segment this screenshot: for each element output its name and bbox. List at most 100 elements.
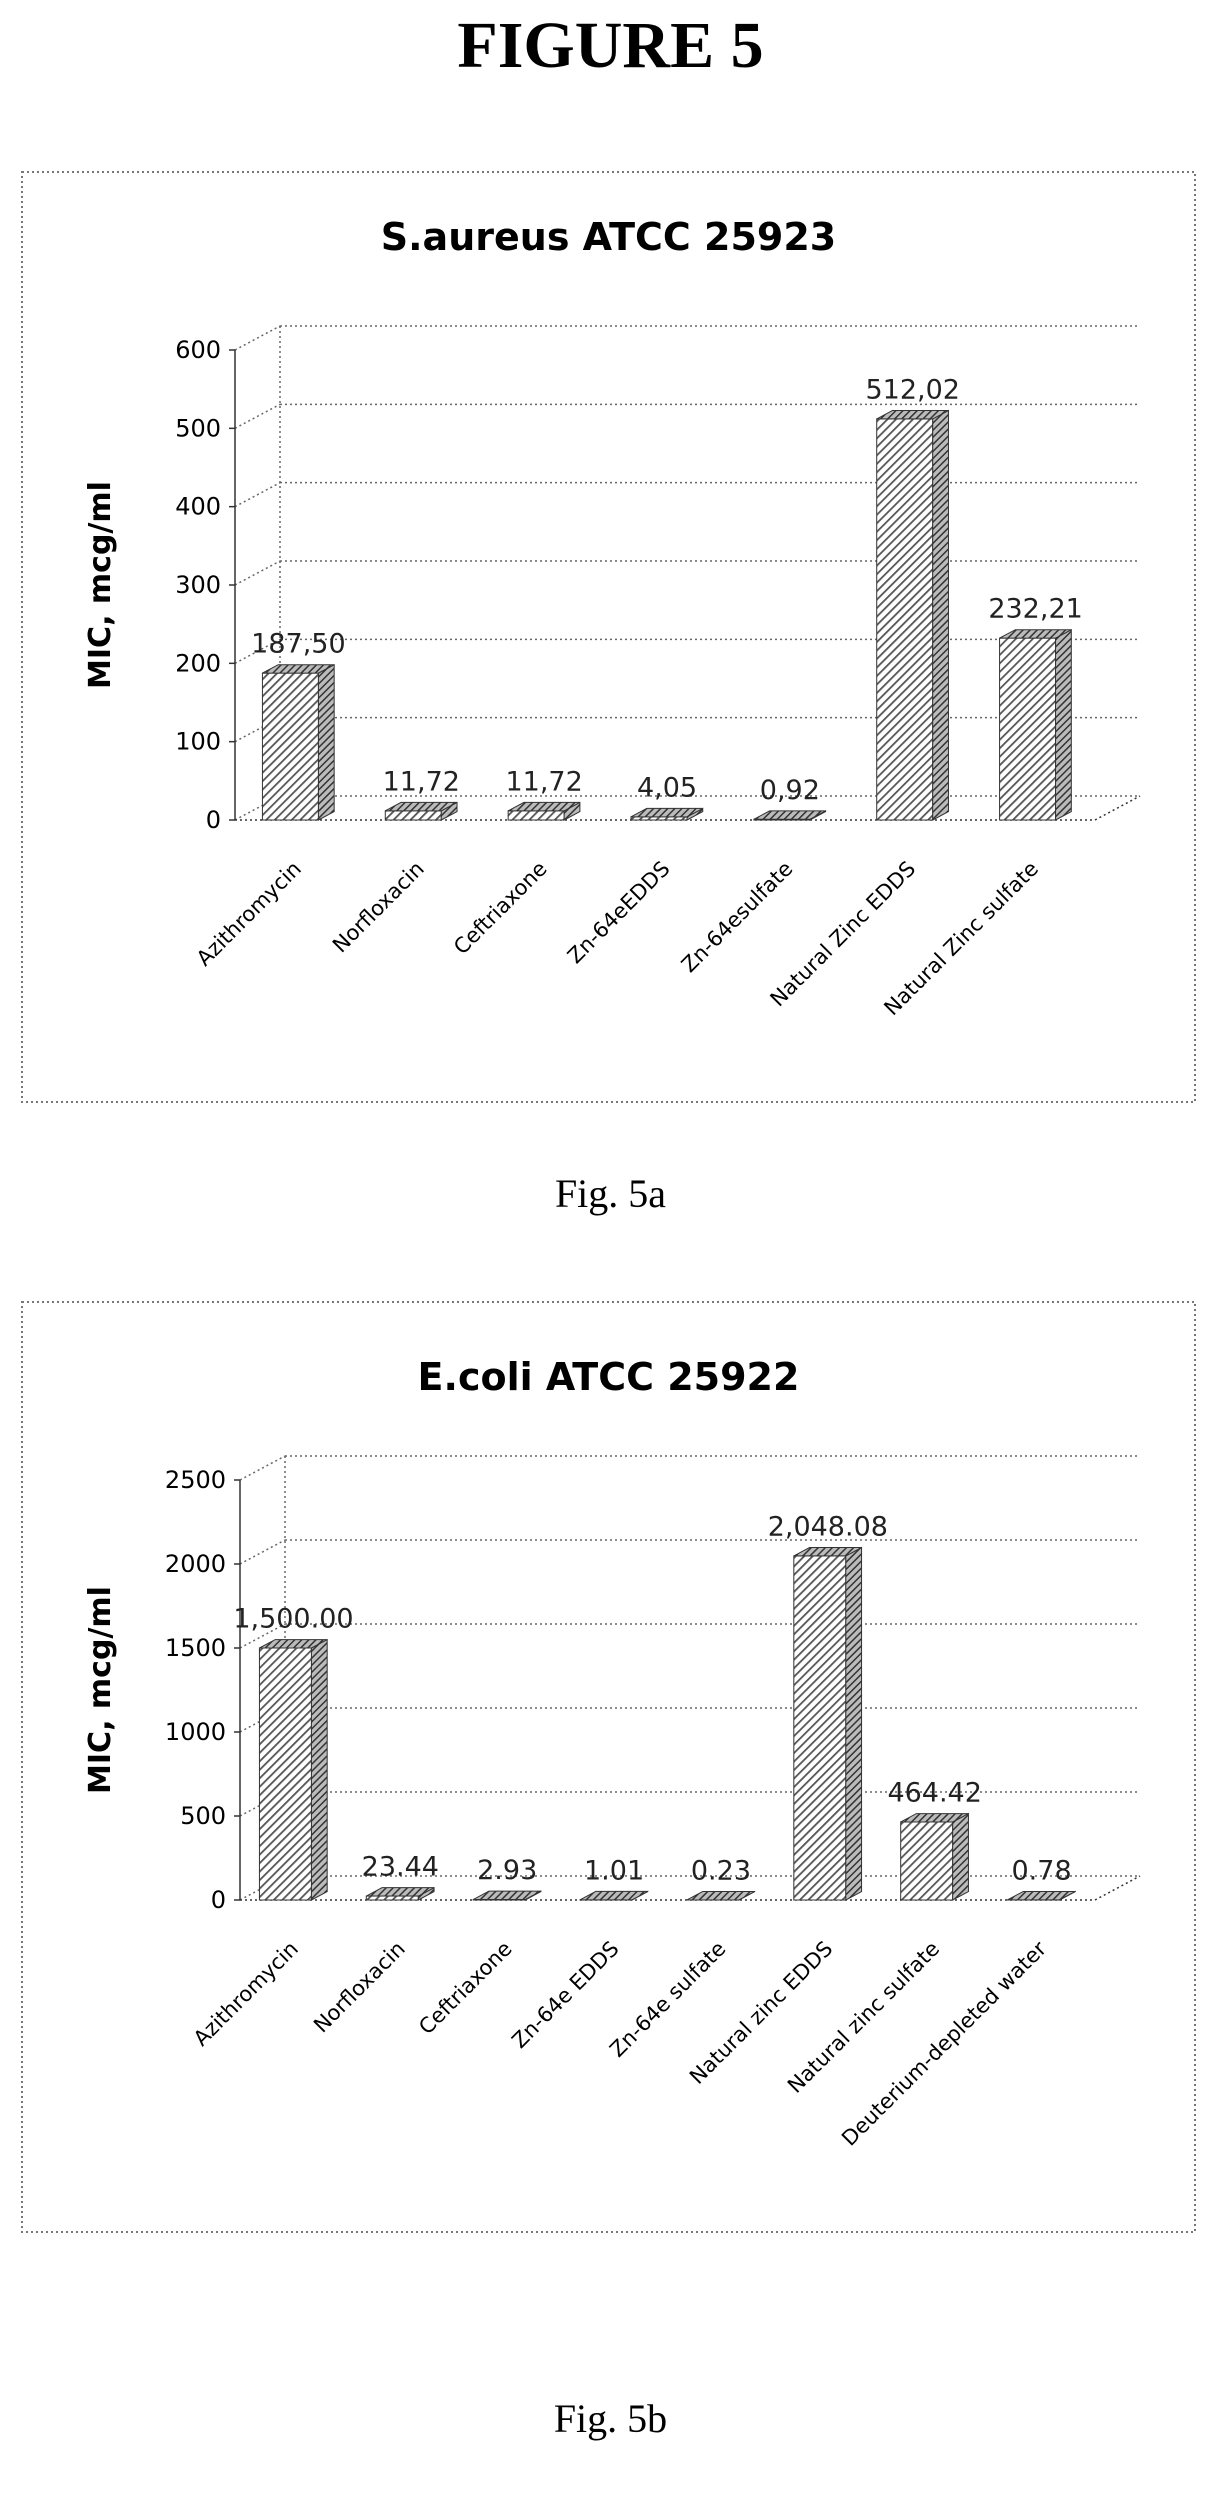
bar-top [999, 629, 1072, 639]
x-tick-label: Norfloxacin [328, 857, 429, 958]
x-tick-label: Ceftriaxone [414, 1937, 517, 2040]
data-label: 464.42 [887, 1778, 981, 1809]
bar-top [259, 1639, 328, 1649]
y-tick-label: 2500 [165, 1466, 226, 1494]
x-axis-depth [1094, 1875, 1141, 1901]
data-label: 2.93 [477, 1855, 537, 1886]
bar-top [1007, 1890, 1076, 1901]
bar-3 [507, 801, 581, 821]
bar-front [258, 1647, 312, 1901]
bar-top [686, 1891, 755, 1901]
bar-3 [472, 1890, 542, 1901]
y-tick-label: 400 [175, 493, 221, 521]
bar-5 [686, 1890, 756, 1901]
x-tick-label: Zn-64e EDDS [507, 1937, 623, 2053]
x-tick-label: Azithromycin [189, 1937, 303, 2051]
x-tick-label: Zn-64e sulfate [605, 1937, 730, 2062]
data-label: 0.78 [1012, 1855, 1072, 1886]
data-label: 23.44 [362, 1852, 439, 1883]
bar-8 [1007, 1890, 1076, 1901]
bar-front [876, 418, 934, 821]
grid-depth-line [234, 403, 281, 429]
bar-front [999, 637, 1057, 821]
bar-top [876, 410, 949, 420]
bar-side [317, 663, 335, 821]
x-tick-label: Deuterium-depleted water [837, 1936, 1051, 2150]
bar-front [261, 672, 319, 821]
bar-top [262, 664, 335, 674]
grid-depth-line [234, 325, 281, 351]
bar-7 [999, 628, 1072, 821]
bar-top [507, 801, 581, 812]
grid-depth-line [239, 1455, 286, 1481]
bar-side [310, 1638, 328, 1901]
bar-top [753, 810, 826, 820]
bar-top [472, 1890, 542, 1901]
data-label: 2,048.08 [768, 1512, 888, 1543]
bar-top [793, 1547, 862, 1557]
bar-4 [630, 807, 704, 821]
x-tick-label: Zn-64eEDDS [563, 857, 675, 969]
chart-frame [21, 171, 1196, 1103]
grid-depth-line [239, 1539, 286, 1565]
y-tick-label: 1500 [165, 1634, 226, 1662]
data-label: 512,02 [865, 375, 959, 406]
x-axis-depth [1094, 795, 1141, 821]
x-tick-label: Ceftriaxone [449, 857, 552, 960]
grid-depth-line [239, 1623, 286, 1649]
y-tick-label: 500 [180, 1802, 226, 1830]
bar-6 [876, 409, 949, 821]
y-tick-label: 1000 [165, 1718, 226, 1746]
bar-2 [384, 801, 458, 821]
y-axis-label: MIC, mcg/ml [83, 1586, 118, 1794]
chart-title: E.coli ATCC 25922 [418, 1355, 800, 1399]
data-label: 1,500.00 [233, 1604, 353, 1635]
bar-side [1055, 628, 1072, 821]
bar-7 [900, 1812, 969, 1901]
bar-top [630, 807, 703, 818]
data-label: 11,72 [505, 766, 582, 797]
x-tick-label: Zn-64esulfate [677, 857, 798, 978]
data-label: 11,72 [383, 766, 460, 797]
bar-1 [258, 1638, 328, 1901]
y-axis-label: MIC, mcg/ml [83, 481, 118, 689]
data-label: 4,05 [637, 772, 697, 803]
bar-top [366, 1887, 435, 1897]
grid-depth-line [234, 638, 281, 664]
bar-5 [753, 810, 827, 821]
bar-side [845, 1546, 863, 1901]
caption-fig-5b: Fig. 5b [553, 2396, 668, 2441]
bar-front [507, 810, 565, 821]
bar-4 [579, 1890, 649, 1901]
grid-depth-line [234, 482, 281, 508]
bar-top [579, 1890, 649, 1901]
y-tick-label: 600 [175, 336, 221, 364]
x-tick-label: Azithromycin [192, 857, 306, 971]
grid-depth-line [234, 560, 281, 586]
figure-title: FIGURE 5 [457, 9, 764, 82]
y-tick-label: 2000 [165, 1550, 226, 1578]
chart-title: S.aureus ATCC 25923 [381, 215, 837, 259]
y-tick-label: 100 [175, 728, 221, 756]
chart-s-aureus: S.aureus ATCC 25923 0 100 200 300 400 500 600 MI… [21, 171, 1196, 1103]
data-label: 232,21 [988, 594, 1082, 625]
grid-depth-line [234, 717, 281, 743]
data-label: 187,50 [251, 629, 345, 660]
bar-front [793, 1555, 847, 1901]
bar-top [385, 801, 458, 812]
bar-1 [261, 663, 335, 821]
y-tick-label: 0 [211, 1886, 226, 1914]
y-tick-label: 500 [175, 414, 221, 442]
data-label: 0.23 [691, 1856, 751, 1887]
bar-front [365, 1895, 419, 1901]
data-label: 1.01 [584, 1855, 644, 1886]
bar-side [952, 1812, 969, 1901]
grid-depth-line [234, 795, 281, 821]
bar-side [932, 409, 949, 821]
bar-top [900, 1813, 969, 1823]
bar-front [384, 810, 442, 821]
y-tick-label: 300 [175, 571, 221, 599]
bar-6 [793, 1546, 863, 1901]
y-tick-label: 200 [175, 649, 221, 677]
bar-2 [365, 1886, 435, 1901]
